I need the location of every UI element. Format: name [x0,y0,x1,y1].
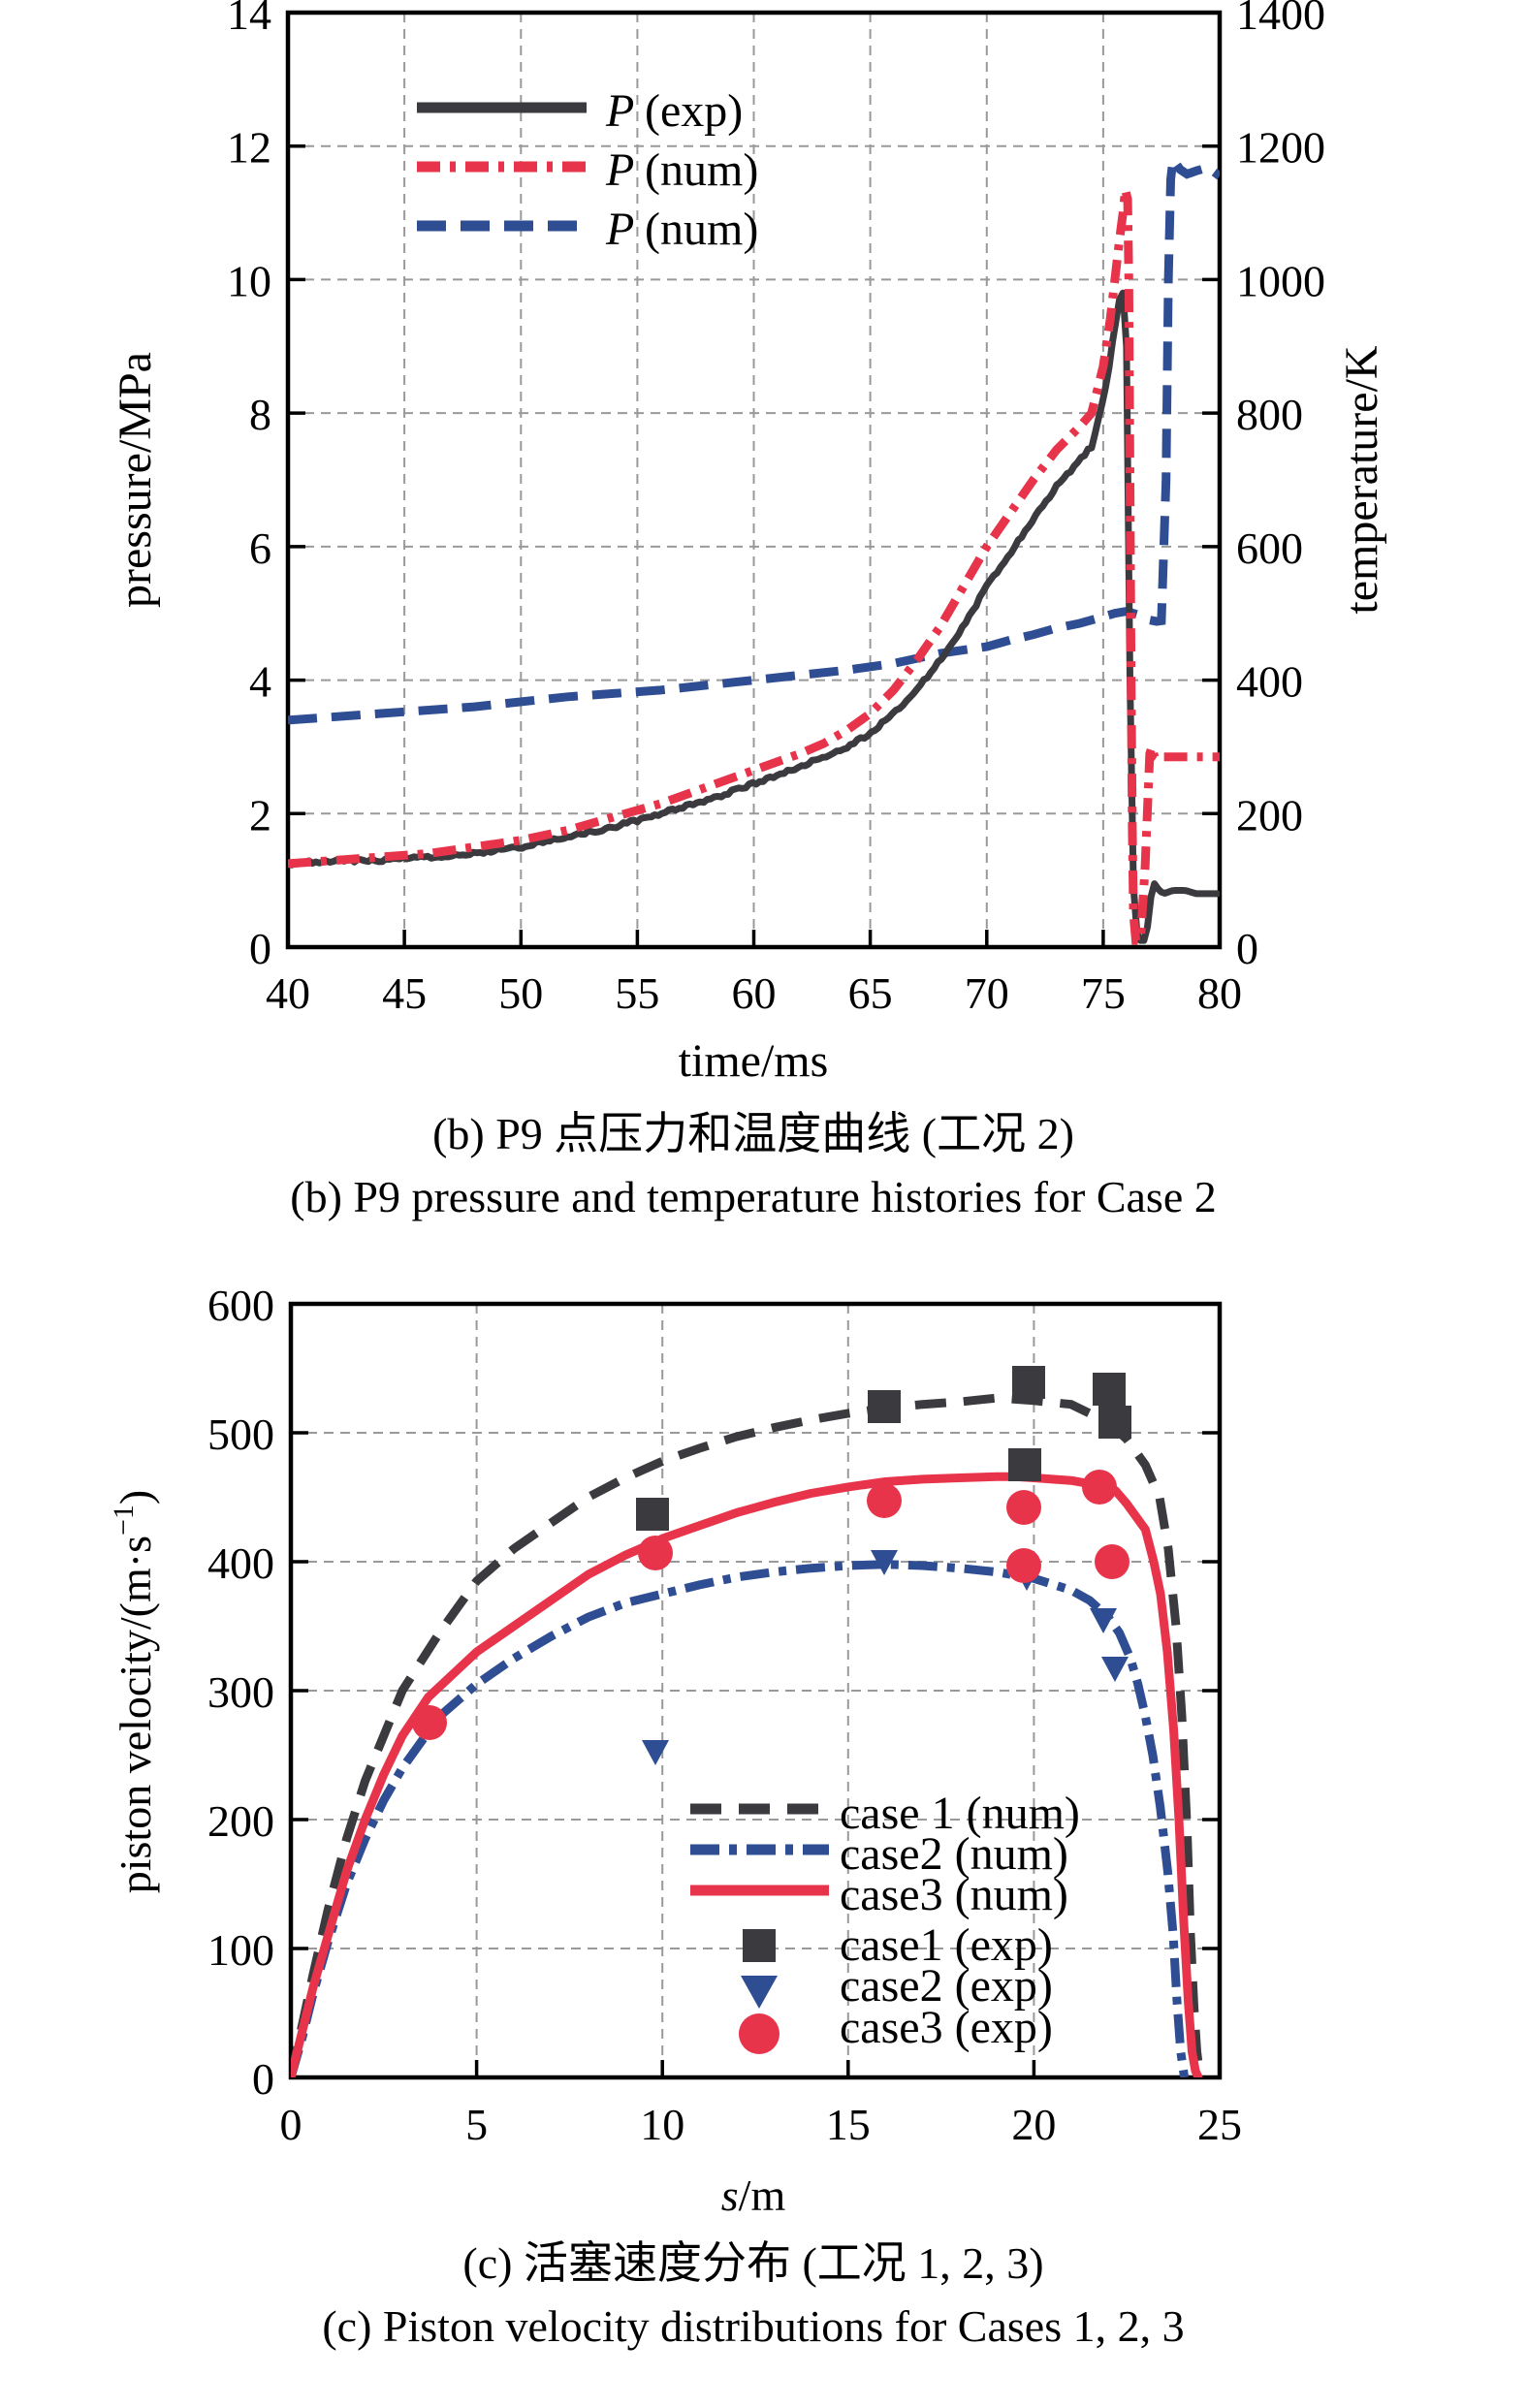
svg-text:1000: 1000 [1236,256,1325,305]
svg-text:pressure/MPa: pressure/MPa [110,352,161,608]
svg-text:45: 45 [382,968,427,1018]
svg-text:75: 75 [1081,968,1126,1018]
svg-text:5: 5 [465,2100,488,2149]
svg-text:P: P [605,85,634,137]
svg-text:65: 65 [848,968,893,1018]
svg-text:1400: 1400 [1236,0,1325,39]
svg-text:(c) Piston velocity distributi: (c) Piston velocity distributions for Ca… [322,2301,1184,2351]
svg-text:400: 400 [207,1538,274,1588]
svg-text:600: 600 [1236,523,1303,573]
svg-text:(num): (num) [645,144,758,196]
svg-text:(exp): (exp) [645,85,743,137]
svg-text:50: 50 [498,968,543,1018]
svg-text:8: 8 [249,390,271,439]
svg-text:10: 10 [227,256,271,305]
svg-text:0: 0 [249,924,271,973]
svg-text:0: 0 [280,2100,302,2149]
svg-text:40: 40 [266,968,310,1018]
svg-text:800: 800 [1236,390,1303,439]
svg-text:200: 200 [1236,790,1303,840]
svg-text:(num): (num) [645,204,758,255]
svg-text:100: 100 [207,1925,274,1975]
svg-text:P: P [605,204,634,255]
svg-text:14: 14 [227,0,271,39]
svg-text:0: 0 [1236,924,1258,973]
svg-text:(c) 活塞速度分布 (工况 1, 2, 3): (c) 活塞速度分布 (工况 1, 2, 3) [462,2238,1043,2288]
svg-text:400: 400 [1236,657,1303,707]
svg-text:6: 6 [249,523,271,573]
svg-text:time/ms: time/ms [679,1035,829,1087]
svg-text:case3 (exp): case3 (exp) [840,2002,1053,2053]
svg-text:0: 0 [252,2054,274,2104]
svg-text:1200: 1200 [1236,123,1325,173]
svg-text:15: 15 [826,2100,871,2149]
svg-text:(b) P9 点压力和温度曲线 (工况 2): (b) P9 点压力和温度曲线 (工况 2) [432,1109,1074,1158]
svg-text:10: 10 [640,2100,684,2149]
svg-text:20: 20 [1011,2100,1056,2149]
svg-text:80: 80 [1197,968,1242,1018]
svg-text:case3 (num): case3 (num) [840,1869,1068,1920]
svg-text:70: 70 [965,968,1009,1018]
svg-text:(b) P9 pressure and temperatur: (b) P9 pressure and temperature historie… [290,1172,1217,1221]
svg-text:4: 4 [249,657,271,707]
svg-text:25: 25 [1197,2100,1242,2149]
svg-text:55: 55 [615,968,659,1018]
svg-text:200: 200 [207,1796,274,1846]
svg-text:60: 60 [732,968,777,1018]
svg-text:piston velocity/(m·s−1): piston velocity/(m·s−1) [108,1490,160,1894]
svg-text:300: 300 [207,1667,274,1717]
svg-text:temperature/K: temperature/K [1336,345,1387,615]
svg-text:500: 500 [207,1410,274,1459]
svg-text:2: 2 [249,790,271,840]
svg-text:12: 12 [227,123,271,173]
svg-text:s/m: s/m [721,2170,786,2220]
svg-text:P: P [605,144,634,196]
svg-text:600: 600 [207,1281,274,1330]
